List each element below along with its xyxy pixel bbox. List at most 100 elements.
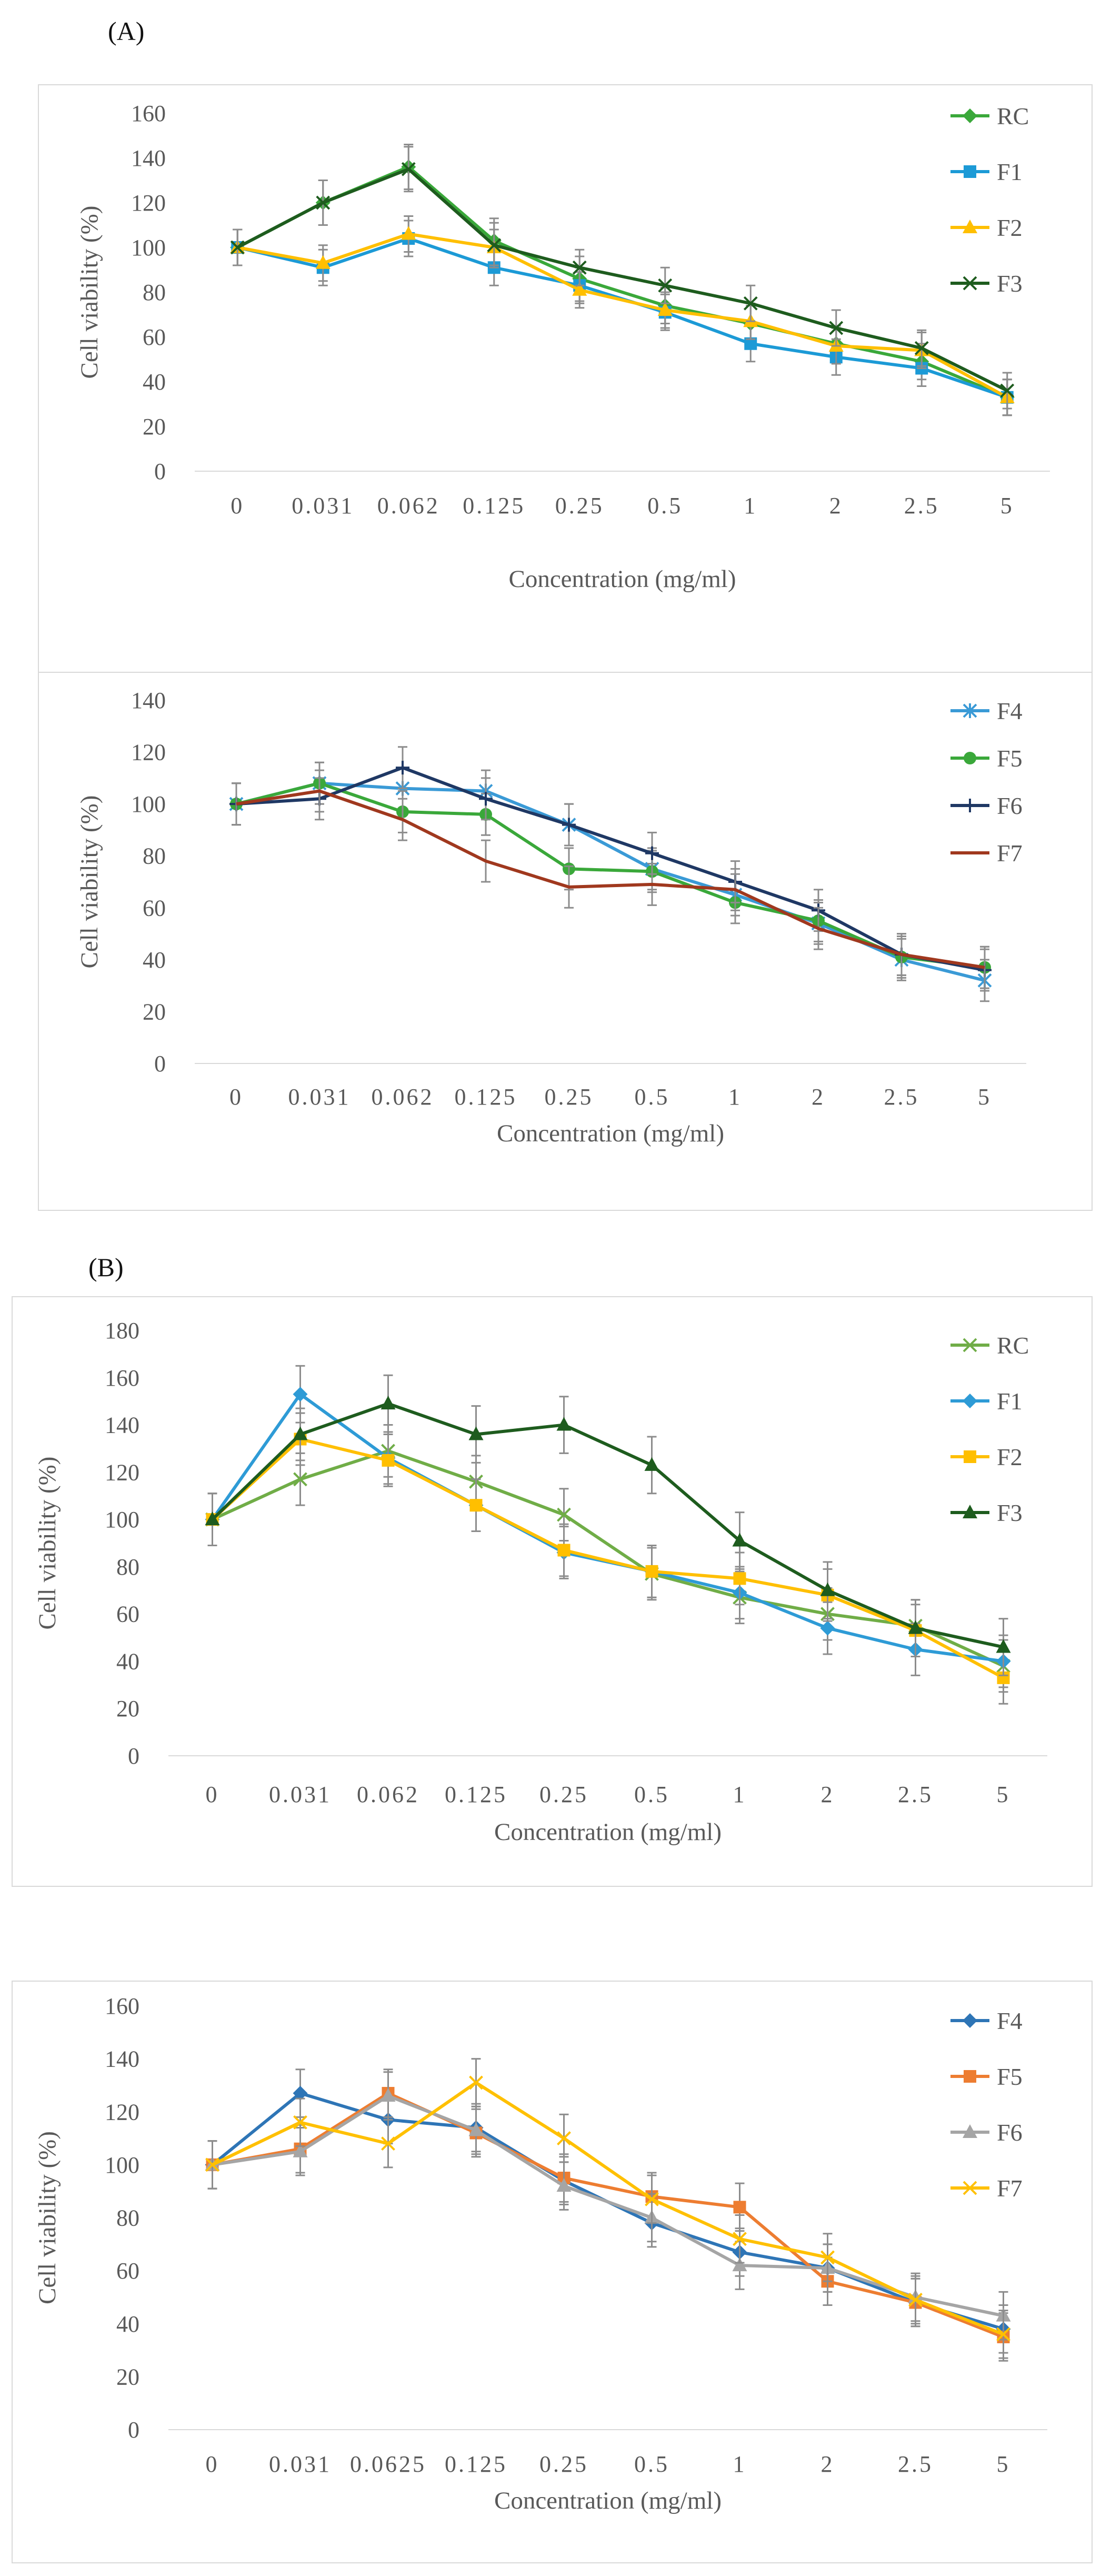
legend-item: F5 xyxy=(950,745,1023,772)
y-tick-label: 80 xyxy=(143,843,166,869)
data-point xyxy=(468,2122,484,2136)
data-point xyxy=(381,2136,395,2151)
y-tick-label: 140 xyxy=(105,2046,139,2072)
x-tick-label: 0.031 xyxy=(269,1782,332,1807)
series-F3 xyxy=(230,146,1015,410)
x-tick-label: 0.5 xyxy=(647,493,683,519)
x-tick-label: 0.0625 xyxy=(350,2451,426,2477)
legend-marker xyxy=(963,1338,977,1352)
panel-label-b: (B) xyxy=(88,1252,124,1282)
x-tick-label: 2 xyxy=(821,2451,835,2477)
data-point xyxy=(205,2157,219,2172)
data-point xyxy=(908,1620,923,1634)
legend-marker xyxy=(963,108,977,123)
legend-marker xyxy=(963,1394,977,1408)
y-tick-label: 160 xyxy=(105,1365,139,1391)
data-point xyxy=(914,341,929,355)
x-axis-title: Concentration (mg/ml) xyxy=(508,565,736,593)
data-point xyxy=(293,1387,308,1402)
y-tick-label: 60 xyxy=(143,324,166,350)
legend-marker xyxy=(964,752,976,764)
legend-label: RC xyxy=(997,1332,1029,1359)
x-tick-label: 0.25 xyxy=(555,493,604,519)
series-RC xyxy=(205,1424,1010,1693)
legend-label: F1 xyxy=(997,158,1023,185)
legend-marker xyxy=(963,220,977,233)
series-F7 xyxy=(205,2058,1010,2359)
y-tick-label: 100 xyxy=(131,235,166,261)
x-tick-label: 2 xyxy=(812,1084,825,1110)
y-tick-label: 0 xyxy=(128,2417,139,2443)
data-point xyxy=(487,238,502,253)
data-point xyxy=(572,260,587,275)
x-tick-label: 2.5 xyxy=(904,493,939,519)
legend-marker xyxy=(963,703,977,718)
data-point xyxy=(230,240,245,255)
data-point xyxy=(557,2131,571,2145)
legend-marker xyxy=(963,2181,977,2195)
legend-item: F2 xyxy=(950,1444,1023,1470)
y-tick-label: 60 xyxy=(143,895,166,921)
x-tick-label: 2 xyxy=(821,1782,835,1807)
legend-label: F2 xyxy=(997,214,1023,241)
series-F6 xyxy=(205,2071,1011,2341)
legend-label: F3 xyxy=(997,270,1023,297)
series-F1 xyxy=(205,1365,1011,1688)
x-tick-label: 0 xyxy=(229,1084,243,1110)
x-tick-label: 0.5 xyxy=(634,2451,669,2477)
y-tick-label: 160 xyxy=(131,101,166,126)
legend-marker xyxy=(963,2013,977,2028)
legend-marker xyxy=(964,2070,976,2083)
y-tick-label: 20 xyxy=(116,2364,139,2390)
data-point xyxy=(315,255,331,269)
y-axis-title: Cell viability (%) xyxy=(34,1457,61,1630)
y-tick-label: 20 xyxy=(143,999,166,1025)
series-line xyxy=(212,2081,1004,2336)
y-tick-label: 140 xyxy=(131,145,166,171)
y-tick-label: 40 xyxy=(116,2311,139,2337)
chart-frame-a-bottom xyxy=(38,672,1093,1211)
x-tick-label: 0.5 xyxy=(634,1782,669,1807)
x-tick-label: 5 xyxy=(997,1782,1010,1807)
x-tick-label: 1 xyxy=(733,2451,747,2477)
y-tick-label: 120 xyxy=(131,740,166,765)
y-tick-label: 100 xyxy=(105,1507,139,1533)
y-tick-label: 20 xyxy=(143,414,166,440)
legend-label: F5 xyxy=(997,2063,1023,2090)
data-point xyxy=(908,2293,923,2307)
x-tick-label: 2.5 xyxy=(898,1782,933,1807)
data-point xyxy=(996,2327,1010,2342)
legend-label: F3 xyxy=(997,1499,1023,1526)
series-line xyxy=(237,237,1008,399)
y-axis-title: Cell viability (%) xyxy=(76,206,103,379)
data-point xyxy=(733,1572,746,1585)
legend-item: F5 xyxy=(950,2063,1023,2090)
y-tick-label: 140 xyxy=(131,688,166,713)
y-tick-label: 80 xyxy=(116,1554,139,1580)
x-tick-label: 2.5 xyxy=(884,1084,919,1110)
y-tick-label: 120 xyxy=(105,2099,139,2125)
legend-item: F3 xyxy=(950,270,1023,297)
y-tick-label: 80 xyxy=(116,2205,139,2231)
y-tick-label: 60 xyxy=(116,1602,139,1627)
y-tick-label: 0 xyxy=(128,1743,139,1769)
y-axis-title: Cell viability (%) xyxy=(34,2131,61,2304)
data-point xyxy=(743,296,758,311)
legend-item: F7 xyxy=(950,2175,1023,2202)
chart-frame-a-top xyxy=(38,84,1093,674)
data-point xyxy=(293,1426,308,1440)
series-line xyxy=(236,167,1008,392)
legend-label: F2 xyxy=(997,1444,1023,1470)
series-F5 xyxy=(206,2068,1010,2362)
data-point xyxy=(644,1457,659,1471)
data-point xyxy=(829,321,844,335)
legend-marker xyxy=(963,2124,977,2138)
x-tick-label: 0.125 xyxy=(455,1084,517,1110)
data-point xyxy=(293,2143,308,2157)
data-point xyxy=(657,302,673,316)
legend-label: F6 xyxy=(997,2119,1023,2146)
legend-label: F7 xyxy=(997,840,1023,867)
y-tick-label: 0 xyxy=(154,459,166,484)
legend-item: F4 xyxy=(950,2007,1023,2034)
x-tick-label: 0 xyxy=(206,1782,219,1807)
